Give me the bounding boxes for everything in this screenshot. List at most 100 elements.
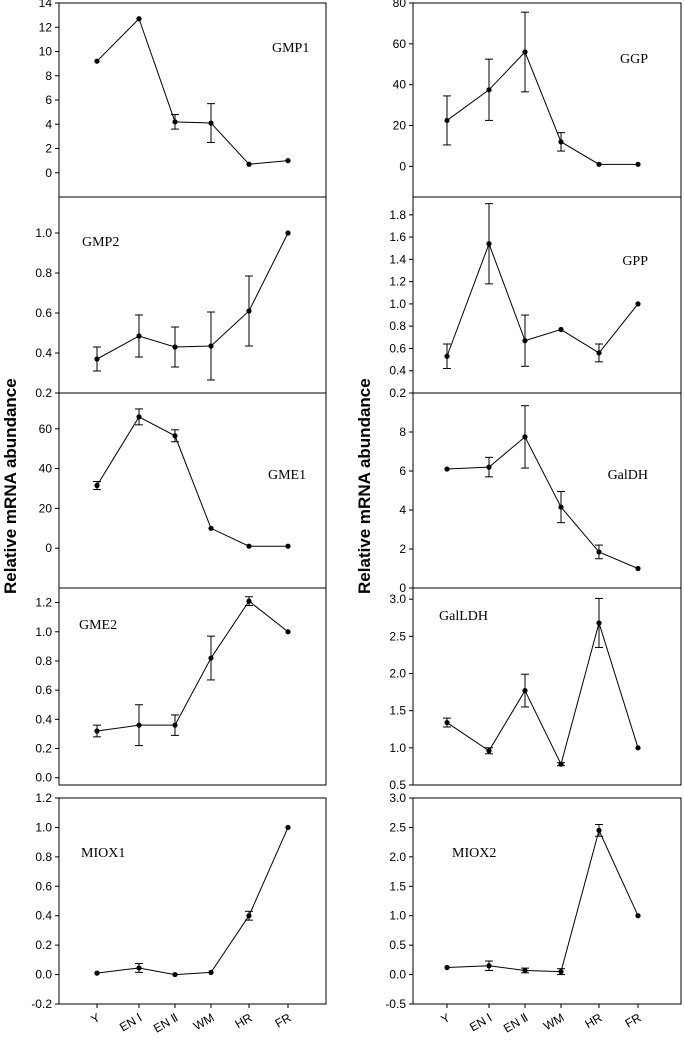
data-point bbox=[522, 967, 528, 974]
gene-label: GPP bbox=[622, 254, 648, 269]
y-tick-label: 1.0 bbox=[35, 226, 52, 240]
y-tick-label: 0.8 bbox=[35, 850, 52, 864]
data-point bbox=[285, 824, 291, 831]
y-tick-label: -0.5 bbox=[385, 997, 406, 1011]
x-tick-label: Y bbox=[89, 1010, 103, 1026]
y-tick-label: 0.4 bbox=[35, 909, 52, 923]
data-point bbox=[136, 722, 142, 728]
data-point bbox=[522, 434, 528, 440]
y-tick-label: 0.4 bbox=[35, 346, 52, 360]
data-point bbox=[246, 308, 252, 314]
plot-frame bbox=[58, 587, 327, 786]
data-point bbox=[172, 971, 178, 978]
y-tick-label: 20 bbox=[393, 119, 407, 133]
data-point bbox=[596, 827, 602, 833]
data-point bbox=[596, 549, 602, 555]
data-point bbox=[136, 333, 142, 339]
series-line bbox=[96, 416, 288, 547]
data-point bbox=[558, 326, 564, 333]
y-tick-label: 2.5 bbox=[389, 629, 406, 643]
x-tick-label: FR bbox=[273, 1010, 294, 1030]
data-point bbox=[285, 230, 291, 236]
data-point bbox=[486, 87, 492, 93]
y-tick-label: 0.8 bbox=[35, 266, 52, 280]
plot-frame bbox=[412, 392, 682, 589]
y-tick-label: 1.0 bbox=[389, 741, 406, 755]
chart-galldh: 0.5 1.0 1.5 2.0 2.5 3.0 GalLDH bbox=[389, 587, 682, 792]
data-point bbox=[522, 687, 528, 694]
y-tick-label: 2 bbox=[45, 142, 52, 156]
data-point bbox=[596, 161, 602, 167]
data-point bbox=[635, 301, 641, 307]
data-point bbox=[208, 655, 214, 661]
x-tick-label: EN Ⅱ bbox=[151, 1010, 180, 1035]
gene-label: MIOX1 bbox=[81, 846, 125, 861]
y-tick-label: 0 bbox=[45, 541, 52, 555]
y-tick-label: -0.2 bbox=[31, 997, 52, 1011]
data-point bbox=[285, 158, 291, 164]
y-tick-label: 0 bbox=[45, 166, 52, 180]
y-tick-label: 0.0 bbox=[389, 968, 406, 982]
data-point bbox=[444, 964, 450, 971]
y-tick-label: 1.2 bbox=[35, 791, 52, 805]
chart-galdh: 0 2 4 6 8 GalDH bbox=[399, 392, 682, 595]
y-tick-label: 3.0 bbox=[389, 791, 406, 805]
data-point bbox=[136, 414, 142, 420]
gene-label: GME2 bbox=[79, 618, 117, 633]
y-tick-label: 0 bbox=[399, 159, 406, 173]
series-line bbox=[446, 51, 638, 165]
data-point bbox=[208, 525, 214, 531]
data-point bbox=[635, 161, 641, 167]
y-tick-label: 0.6 bbox=[35, 683, 52, 697]
y-tick-label: 10 bbox=[39, 45, 53, 59]
y-tick-label: 20 bbox=[39, 501, 53, 515]
chart-miox2: -0.5 0.0 0.5 1.0 1.5 2.0 2.5 3.0 Y EN Ⅰ EN Ⅱ WM HR FR… bbox=[385, 791, 682, 1036]
gene-label: MIOX2 bbox=[452, 846, 496, 861]
data-point bbox=[635, 913, 641, 919]
y-tick-label: 4 bbox=[399, 503, 406, 517]
y-tick-label: 0.2 bbox=[389, 386, 406, 400]
series-line bbox=[96, 827, 289, 976]
data-point bbox=[246, 598, 252, 604]
y-tick-label: 0.0 bbox=[35, 968, 52, 982]
y-tick-label: 1.0 bbox=[35, 820, 52, 834]
data-point bbox=[285, 629, 291, 635]
y-tick-label: 0.8 bbox=[389, 319, 406, 333]
x-tick-label: EN Ⅱ bbox=[501, 1010, 530, 1035]
data-point bbox=[444, 466, 450, 472]
y-tick-label: 2.5 bbox=[389, 820, 406, 834]
series-line bbox=[446, 242, 639, 357]
y-tick-label: 0.2 bbox=[35, 386, 52, 400]
data-point bbox=[136, 965, 142, 971]
y-tick-label: 8 bbox=[45, 69, 52, 83]
y-tick-label: 40 bbox=[39, 462, 53, 476]
y-tick-label: 0.2 bbox=[35, 742, 52, 756]
y-tick-label: 0.6 bbox=[35, 879, 52, 893]
y-tick-label: 1.2 bbox=[35, 596, 52, 610]
y-tick-label: 0.6 bbox=[389, 341, 406, 355]
x-tick-label: WM bbox=[541, 1010, 566, 1033]
y-tick-label: 0.5 bbox=[389, 778, 406, 792]
y-tick-label: 80 bbox=[393, 0, 407, 10]
data-point bbox=[486, 748, 492, 754]
data-point bbox=[558, 504, 564, 510]
data-point bbox=[94, 482, 100, 489]
data-point bbox=[444, 117, 450, 124]
data-point bbox=[246, 543, 252, 549]
data-point bbox=[635, 745, 641, 751]
data-point bbox=[172, 433, 178, 439]
x-tick-label: Y bbox=[439, 1010, 453, 1026]
y-tick-label: 0.4 bbox=[35, 712, 52, 726]
data-point bbox=[444, 719, 450, 726]
chart-gme1: 0 20 40 60 GME1 bbox=[39, 392, 327, 589]
series-line bbox=[446, 436, 639, 569]
data-point bbox=[208, 969, 214, 975]
data-point bbox=[94, 970, 100, 976]
y-tick-label: 1.2 bbox=[389, 275, 406, 289]
y-tick-label: 6 bbox=[45, 93, 52, 107]
y-tick-label: 0.0 bbox=[35, 771, 52, 785]
data-point bbox=[246, 161, 252, 167]
plot-frame bbox=[58, 2, 327, 198]
x-tick-label: FR bbox=[623, 1010, 644, 1030]
